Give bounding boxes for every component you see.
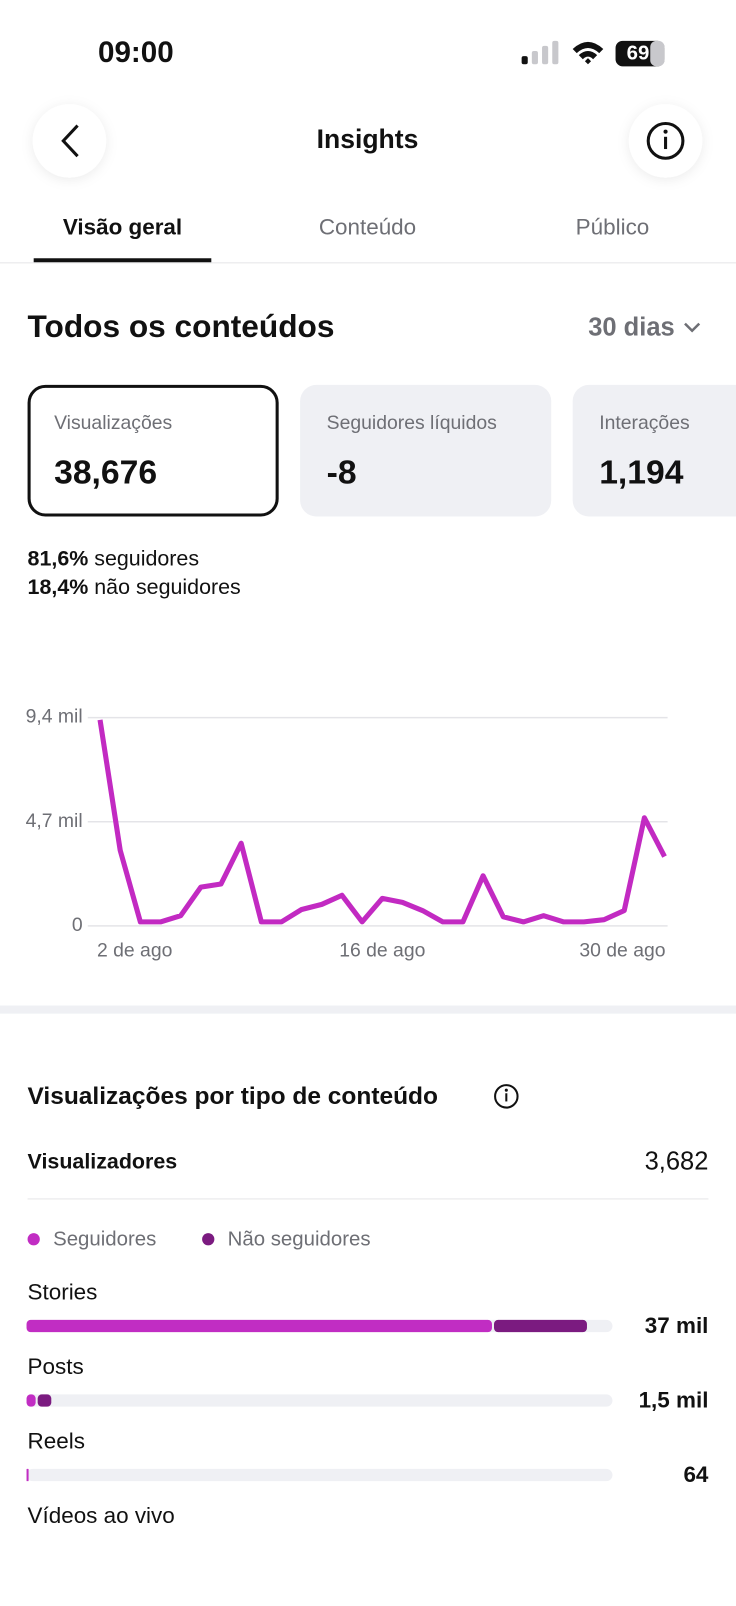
percent: 18,4% <box>28 575 89 599</box>
divider <box>0 262 736 264</box>
battery-level: 69 <box>627 42 650 64</box>
card-value: 38,676 <box>54 455 157 492</box>
x-tick-label: 2 de ago <box>97 940 172 962</box>
back-button[interactable] <box>32 104 107 178</box>
x-tick-label: 16 de ago <box>339 940 425 962</box>
viewers-label: Visualizadores <box>28 1149 178 1173</box>
metric-card[interactable] <box>300 384 552 517</box>
row-value: 37 mil <box>645 1313 709 1338</box>
breakdown: 18,4% não seguidores <box>28 575 241 599</box>
breakdown: 81,6% seguidores <box>28 546 200 570</box>
info-icon[interactable] <box>494 1084 519 1109</box>
x-tick-label: 30 de ago <box>579 940 665 962</box>
row-label: Reels <box>28 1428 85 1453</box>
back-icon <box>61 124 79 158</box>
clock: 09:00 <box>98 36 174 69</box>
bar-chart: Seguidores Não seguidores Stories 37 mil Pos… <box>26 1229 709 1528</box>
legend-dot <box>27 1233 40 1246</box>
info-icon <box>664 136 668 150</box>
section-title: Visualizações por tipo de conteúdo <box>28 1083 438 1110</box>
row-label: Stories <box>28 1279 98 1304</box>
tab[interactable]: Visão geral <box>63 215 182 240</box>
card-label: Interações <box>599 412 689 434</box>
bar-segment <box>26 1468 29 1482</box>
chevron <box>684 322 701 333</box>
legend-label: Seguidores <box>53 1229 156 1251</box>
page-title: Insights <box>317 124 419 154</box>
card-value: 1,194 <box>599 455 684 492</box>
info-icon <box>504 1088 508 1092</box>
breakdown-label: seguidores <box>94 546 199 570</box>
period-select[interactable]: 30 dias <box>588 313 675 341</box>
bar-segment <box>26 1394 36 1407</box>
breakdown-label: não seguidores <box>94 575 241 599</box>
card-label: Seguidores líquidos <box>327 412 497 434</box>
section-gap <box>0 1005 736 1014</box>
info-icon <box>646 121 685 160</box>
percent: 81,6% <box>28 546 89 570</box>
divider <box>27 1198 709 1200</box>
tab[interactable]: Conteúdo <box>319 215 416 240</box>
metric-card[interactable] <box>27 384 279 517</box>
viewers-value: 3,682 <box>645 1147 709 1175</box>
bar-segment <box>26 1319 492 1333</box>
bar-track <box>26 1394 613 1407</box>
row-label: Vídeos ao vivo <box>28 1503 175 1528</box>
row-value: 64 <box>683 1462 708 1487</box>
bar-segment <box>494 1319 587 1333</box>
info-icon <box>663 129 668 134</box>
y-tick-label: 4,7 mil <box>26 810 83 832</box>
row-value: 1,5 mil <box>639 1387 709 1412</box>
tab-indicator <box>33 258 212 263</box>
info-icon <box>505 1093 508 1102</box>
signal <box>521 40 559 65</box>
bar-track <box>26 1468 613 1482</box>
y-tick-label: 9,4 mil <box>26 706 83 728</box>
wifi <box>572 41 604 65</box>
legend-label: Não seguidores <box>228 1229 371 1251</box>
y-tick-label: 0 <box>72 914 83 936</box>
tab[interactable]: Público <box>576 215 650 240</box>
card-value: -8 <box>327 455 357 492</box>
row-label: Posts <box>28 1354 84 1379</box>
line <box>97 719 667 925</box>
section-title: Todos os conteúdos <box>28 308 335 344</box>
bar-segment <box>37 1394 52 1407</box>
metric-card[interactable] <box>572 384 736 517</box>
battery-empty <box>650 40 665 67</box>
legend-dot <box>202 1233 215 1246</box>
line-chart: 0 4,7 mil 9,4 mil 2 de ago 16 de ago 30 de ag… <box>26 706 668 962</box>
card-label: Visualizações <box>54 412 172 434</box>
